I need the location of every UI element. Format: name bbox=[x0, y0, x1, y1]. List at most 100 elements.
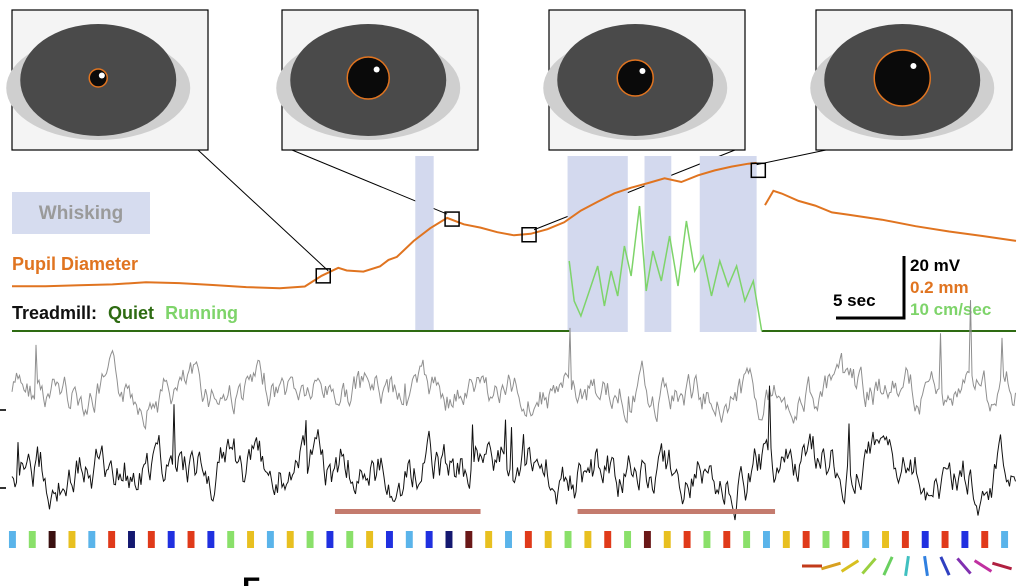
eye-panel bbox=[543, 9, 746, 151]
stimulus-block bbox=[643, 531, 651, 548]
stimulus-block bbox=[247, 531, 255, 548]
stimulus-block bbox=[425, 531, 433, 548]
stimulus-block bbox=[723, 531, 731, 548]
stimulus-block bbox=[842, 531, 850, 548]
vm-trace-black bbox=[11, 385, 1016, 521]
scale-mm-label: 0.2 mm bbox=[910, 278, 969, 297]
whisking-band bbox=[415, 156, 434, 332]
stimulus-block bbox=[683, 531, 691, 548]
stimulus-block bbox=[624, 531, 632, 548]
pupil-sample-marker bbox=[444, 211, 460, 227]
stimulus-block bbox=[782, 531, 790, 548]
stimulus-block bbox=[8, 531, 16, 548]
eye-panel bbox=[276, 9, 479, 151]
stimulus-block bbox=[385, 531, 393, 548]
eye-reflection bbox=[373, 66, 380, 73]
stimulus-block bbox=[961, 531, 969, 548]
stimulus-block bbox=[1001, 531, 1009, 548]
pupil-diameter-label: Pupil Diameter bbox=[12, 254, 138, 274]
scale-bar-lines bbox=[836, 256, 906, 320]
stimulus-block bbox=[88, 531, 96, 548]
orientation-bar bbox=[956, 557, 972, 575]
stimulus-block bbox=[286, 531, 294, 548]
scale-bars: 5 sec 20 mV 0.2 mm 10 cm/sec bbox=[833, 256, 991, 320]
treadmill-label: Treadmill: Quiet Running bbox=[12, 303, 238, 323]
stimulus-block bbox=[167, 531, 175, 548]
orientation-bar bbox=[882, 556, 894, 576]
treadmill-trace bbox=[12, 205, 1016, 332]
orientation-key bbox=[802, 555, 1013, 577]
stimulus-block bbox=[743, 531, 751, 548]
stimulus-sequence bbox=[8, 531, 1009, 548]
orientation-bar bbox=[973, 559, 993, 573]
stimulus-block bbox=[703, 531, 711, 548]
whisking-band bbox=[699, 156, 757, 332]
panel-letter: F bbox=[242, 572, 260, 586]
whisking-legend-box bbox=[12, 192, 150, 234]
stimulus-block bbox=[465, 531, 473, 548]
stimulus-block bbox=[346, 531, 354, 548]
pupil-sample-markers bbox=[315, 162, 767, 284]
stimulus-block bbox=[128, 531, 135, 548]
stimulus-block bbox=[207, 531, 215, 548]
stimulus-block bbox=[981, 531, 989, 548]
stimulus-block bbox=[802, 531, 810, 548]
pupil-sample-marker bbox=[521, 227, 537, 243]
running-treadmill-line bbox=[568, 205, 763, 332]
stimulus-block bbox=[862, 531, 870, 548]
stimulus-block bbox=[485, 531, 493, 548]
stimulus-block bbox=[584, 531, 592, 548]
scale-mv-label: 20 mV bbox=[910, 256, 961, 275]
stimulus-block bbox=[763, 531, 770, 548]
pupil-fit-circle bbox=[873, 49, 931, 107]
running-label: Running bbox=[165, 303, 238, 323]
eye-image-panels bbox=[6, 9, 1013, 272]
stimulus-block bbox=[564, 531, 572, 548]
orientation-bar bbox=[861, 557, 877, 575]
pupil-diameter-trace bbox=[12, 161, 1017, 290]
pupil-fit-circle bbox=[88, 68, 108, 88]
membrane-potential-traces bbox=[11, 300, 1016, 521]
orientation-bar bbox=[923, 555, 929, 577]
stimulus-block bbox=[822, 531, 830, 548]
stimulus-block bbox=[366, 531, 374, 548]
stimulus-block bbox=[663, 531, 671, 548]
scale-speed-label: 10 cm/sec bbox=[910, 300, 991, 319]
stimulus-block bbox=[326, 531, 334, 548]
eye-panel bbox=[810, 9, 1013, 151]
stimulus-block bbox=[941, 531, 949, 548]
stimulus-block bbox=[187, 531, 195, 548]
whisking-band bbox=[567, 156, 628, 332]
orientation-bar bbox=[939, 556, 951, 576]
orientation-bar bbox=[991, 561, 1013, 571]
whisking-band bbox=[644, 156, 672, 332]
pupil-fit-circle bbox=[616, 59, 654, 97]
whisking-epochs bbox=[415, 156, 757, 332]
pupil-sample-marker bbox=[315, 268, 331, 284]
stimulus-block bbox=[882, 531, 890, 548]
epoch-bar bbox=[577, 509, 776, 514]
vm-trace-gray bbox=[11, 300, 1016, 431]
quiet-label: Quiet bbox=[108, 303, 154, 323]
stimulus-block bbox=[524, 531, 532, 548]
epoch-bar bbox=[334, 509, 481, 514]
stimulus-block bbox=[445, 531, 453, 548]
stimulus-block bbox=[147, 531, 155, 548]
stimulus-block bbox=[227, 531, 235, 548]
stimulus-block bbox=[604, 531, 612, 548]
stimulus-block bbox=[28, 531, 36, 548]
orientation-bar bbox=[820, 561, 842, 571]
eye-panel bbox=[6, 9, 209, 151]
epoch-bars bbox=[334, 509, 776, 514]
pupil-sample-marker bbox=[750, 162, 767, 179]
stimulus-block bbox=[266, 531, 274, 548]
stimulus-block bbox=[306, 531, 314, 548]
stimulus-block bbox=[505, 531, 512, 548]
whisking-label: Whisking bbox=[39, 203, 123, 224]
stimulus-block bbox=[405, 531, 413, 548]
stimulus-block bbox=[108, 531, 116, 548]
orientation-bar bbox=[904, 555, 910, 577]
stimulus-block bbox=[68, 531, 76, 548]
pupil-fit-circle bbox=[346, 56, 390, 100]
